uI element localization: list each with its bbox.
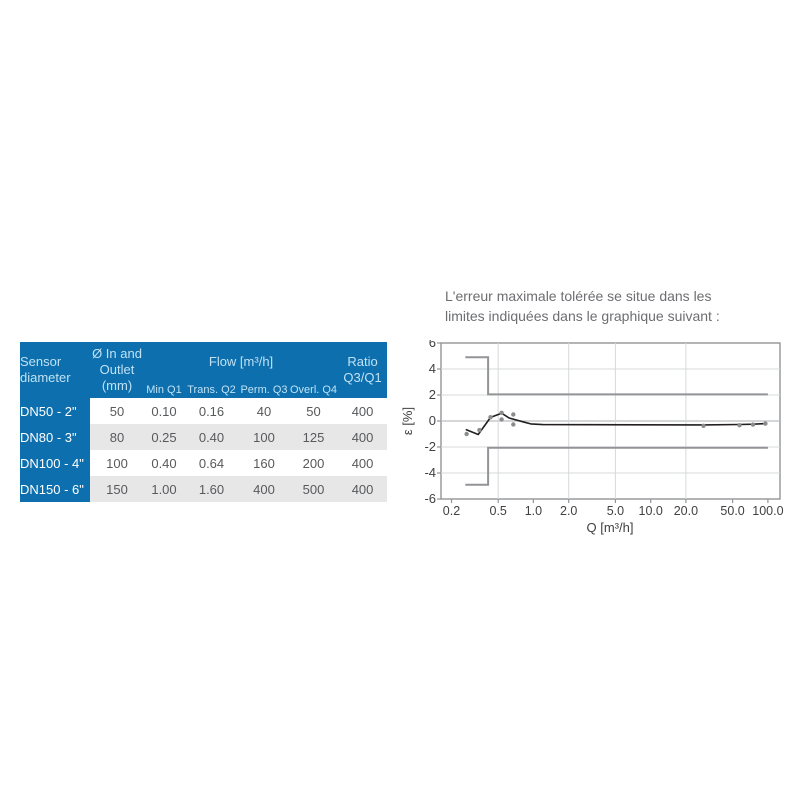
svg-text:6: 6 bbox=[429, 340, 436, 350]
svg-text:2.0: 2.0 bbox=[560, 504, 577, 518]
svg-text:50.0: 50.0 bbox=[720, 504, 744, 518]
svg-text:1.0: 1.0 bbox=[525, 504, 542, 518]
svg-text:20.0: 20.0 bbox=[674, 504, 698, 518]
svg-text:0.2: 0.2 bbox=[443, 504, 460, 518]
svg-text:-4: -4 bbox=[424, 465, 436, 480]
svg-text:5.0: 5.0 bbox=[607, 504, 624, 518]
svg-text:2: 2 bbox=[429, 387, 436, 402]
svg-text:4: 4 bbox=[429, 361, 436, 376]
svg-text:Q [m³/h]: Q [m³/h] bbox=[587, 520, 634, 535]
svg-text:0: 0 bbox=[429, 413, 436, 428]
svg-text:100.0: 100.0 bbox=[752, 504, 783, 518]
svg-text:-2: -2 bbox=[424, 439, 436, 454]
svg-text:-6: -6 bbox=[424, 491, 436, 506]
svg-text:ε [%]: ε [%] bbox=[400, 407, 415, 435]
svg-text:10.0: 10.0 bbox=[639, 504, 663, 518]
svg-text:0.5: 0.5 bbox=[490, 504, 507, 518]
